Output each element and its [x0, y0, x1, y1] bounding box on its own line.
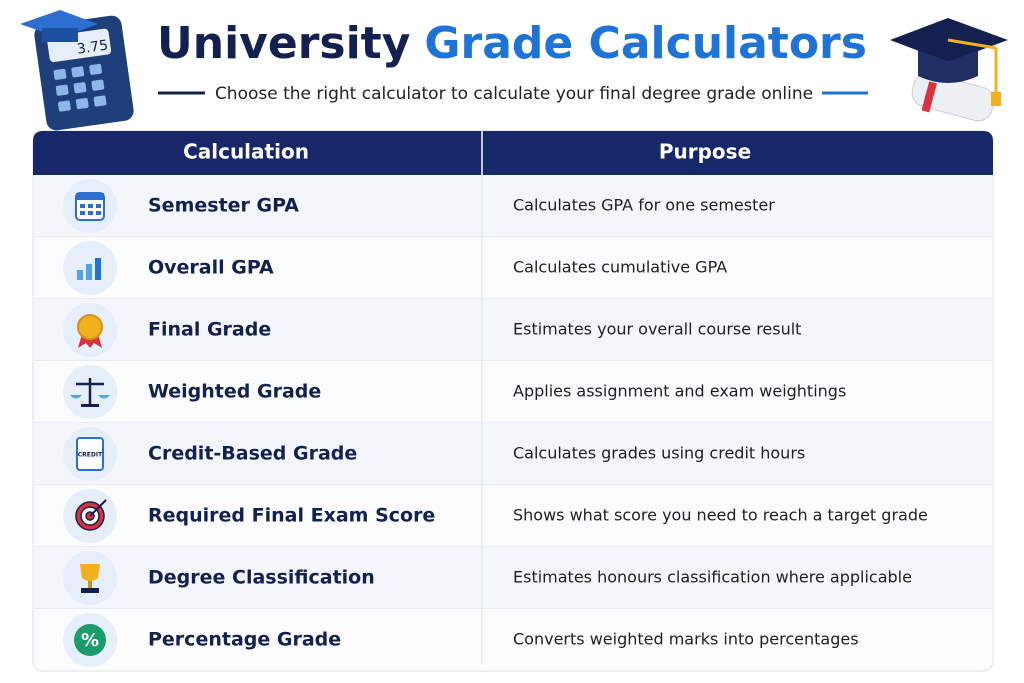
row-background [34, 423, 992, 485]
icon [96, 211, 101, 215]
icon [81, 588, 99, 593]
calculation-name: Degree Classification [148, 567, 375, 589]
calculation-name: Credit-Based Grade [148, 443, 357, 465]
icon [86, 264, 92, 280]
calculation-name: Percentage Grade [148, 629, 341, 651]
title: University Grade Calculators [157, 18, 867, 69]
calculator-display: 3.75 [76, 37, 109, 57]
icon [80, 204, 85, 208]
icon [98, 395, 110, 399]
calculation-name: Weighted Grade [148, 381, 321, 403]
icon [80, 564, 100, 581]
row-background [34, 361, 992, 423]
row-background [34, 299, 992, 361]
row-background [34, 547, 992, 609]
table-row: Overall GPA Calculates cumulative GPA [34, 237, 992, 300]
purpose-text: Calculates cumulative GPA [513, 258, 727, 277]
purpose-text: Shows what score you need to reach a tar… [513, 506, 928, 525]
icon [77, 270, 83, 280]
row-background [34, 485, 992, 547]
icon [89, 499, 107, 517]
column-header: Calculation [183, 140, 309, 164]
purpose-text: Applies assignment and exam weightings [513, 382, 846, 401]
purpose-text: Estimates honours classification where a… [513, 568, 912, 587]
subtitle: Choose the right calculator to calculate… [215, 84, 813, 104]
table-body: Semester GPA Calculates GPA for one semes… [34, 175, 992, 667]
table-row: % Percentage Grade Converts weighted marks… [34, 609, 992, 667]
icon [88, 204, 93, 208]
calculation-name: Semester GPA [148, 195, 299, 217]
table-row: Required Final Exam Score Shows what scor… [34, 485, 992, 548]
icon [76, 437, 104, 471]
row-background [34, 175, 992, 237]
graduation-icon [890, 18, 1008, 122]
row-background [34, 609, 992, 665]
icon-label: CREDIT [78, 452, 103, 459]
icon [74, 624, 106, 656]
icon [80, 211, 85, 215]
purpose-text: Calculates grades using credit hours [513, 444, 805, 463]
purpose-text: Calculates GPA for one semester [513, 196, 775, 215]
table-row: Final Grade Estimates your overall course… [34, 299, 992, 362]
calculation-name: Required Final Exam Score [148, 505, 435, 527]
title-part: University [157, 18, 410, 69]
title-part: Grade Calculators [424, 18, 867, 69]
icon [70, 395, 82, 399]
table-row: CREDIT Credit-Based Grade Calculates grade… [34, 423, 992, 486]
icon [77, 314, 103, 340]
calculator-icon: 3.75 [20, 10, 134, 131]
table-row: Weighted Grade Applies assignment and exa… [34, 361, 992, 424]
icon-label: % [81, 630, 99, 651]
calculation-name: Final Grade [148, 319, 271, 341]
icon [96, 204, 101, 208]
icon [81, 404, 99, 407]
purpose-text: Converts weighted marks into percentages [513, 630, 859, 649]
column-header: Purpose [659, 140, 751, 164]
table-row: Semester GPA Calculates GPA for one semes… [34, 175, 992, 238]
calculation-name: Overall GPA [148, 257, 274, 279]
icon [88, 211, 93, 215]
purpose-text: Estimates your overall course result [513, 320, 801, 339]
icon [95, 258, 101, 280]
table-header [33, 131, 993, 175]
icon [88, 581, 92, 588]
table-row: Degree Classification Estimates honours c… [34, 547, 992, 610]
row-background [34, 237, 992, 299]
icon [76, 193, 104, 200]
